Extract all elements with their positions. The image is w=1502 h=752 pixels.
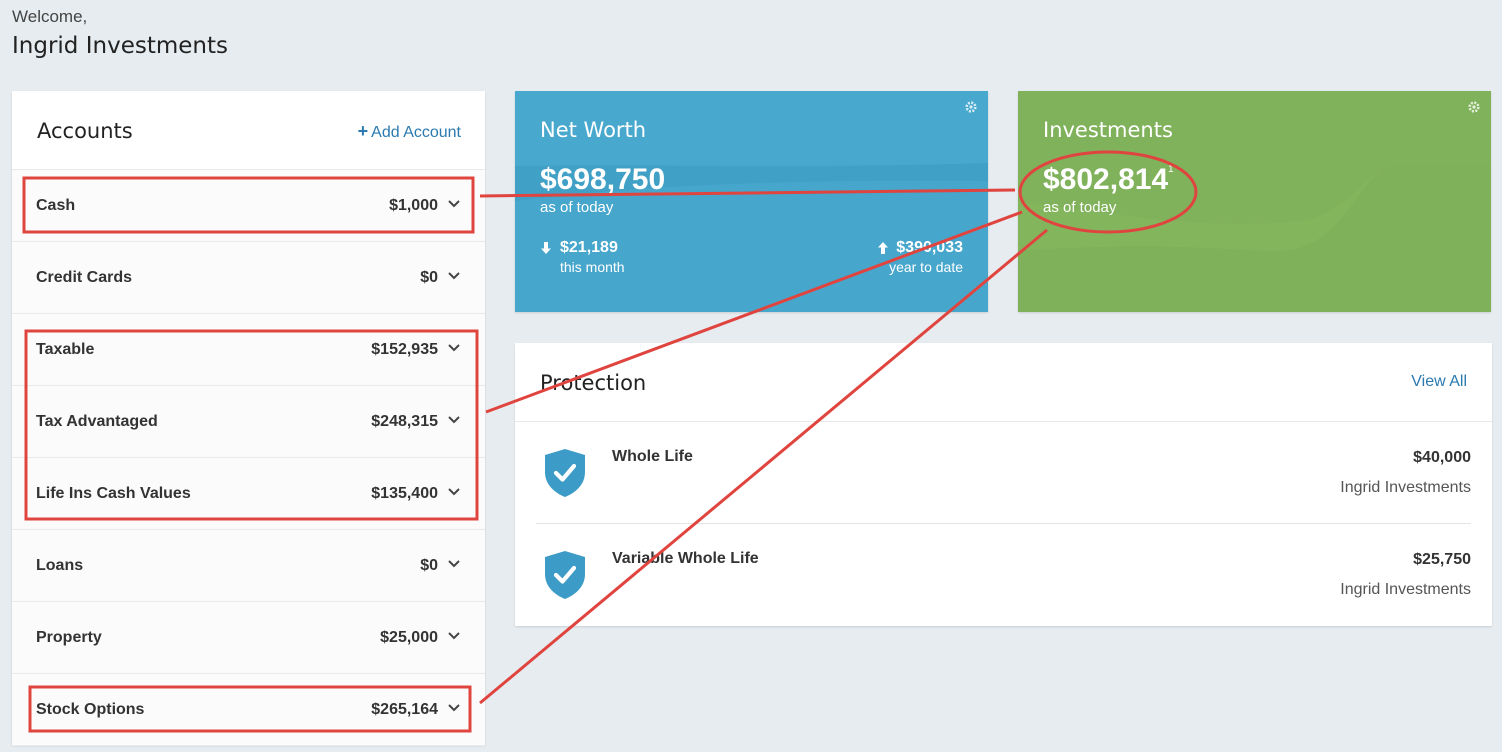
- user-name: Ingrid Investments: [12, 33, 228, 59]
- add-account-button[interactable]: + Add Account: [358, 121, 461, 142]
- policy-row[interactable]: Whole Life $40,000 Ingrid Investments: [536, 422, 1471, 523]
- accounts-panel: Accounts + Add Account Cash $1,000 Credit C…: [12, 91, 485, 746]
- net-worth-as-of: as of today: [540, 199, 614, 216]
- view-all-link[interactable]: View All: [1411, 373, 1467, 390]
- chevron-down-icon[interactable]: [447, 338, 461, 358]
- accounts-title: Accounts: [37, 119, 133, 143]
- accounts-header: Accounts + Add Account: [12, 91, 485, 170]
- ytd-change: $390,033: [896, 239, 963, 256]
- account-amount: $0: [420, 269, 438, 286]
- investments-card[interactable]: Investments $802,814 1 as of today: [1018, 91, 1491, 312]
- account-row-property[interactable]: Property $25,000: [12, 602, 485, 674]
- net-worth-card[interactable]: Net Worth $698,750 as of today $21,189 t…: [515, 91, 988, 312]
- arrow-down-icon: [541, 242, 551, 254]
- account-label: Credit Cards: [36, 269, 133, 286]
- policy-name[interactable]: Variable Whole Life: [612, 550, 759, 567]
- chevron-down-icon[interactable]: [447, 482, 461, 502]
- account-label: Stock Options: [36, 701, 145, 718]
- account-label: Property: [36, 629, 102, 646]
- chevron-down-icon[interactable]: [447, 698, 461, 718]
- account-row-life-ins-cash-values[interactable]: Life Ins Cash Values $135,400: [12, 458, 485, 530]
- gear-icon[interactable]: [1467, 100, 1481, 114]
- investments-title: Investments: [1043, 118, 1173, 142]
- policy-owner: Ingrid Investments: [1340, 581, 1471, 598]
- account-row-taxable[interactable]: Taxable $152,935: [12, 314, 485, 386]
- shield-check-icon: [545, 551, 585, 599]
- account-amount: $248,315: [371, 413, 438, 430]
- investments-area-chart: [1018, 165, 1491, 312]
- plus-icon: +: [357, 121, 369, 141]
- account-label: Tax Advantaged: [36, 413, 158, 430]
- account-row-loans[interactable]: Loans $0: [12, 530, 485, 602]
- chevron-down-icon[interactable]: [447, 410, 461, 430]
- chevron-down-icon[interactable]: [447, 626, 461, 646]
- month-change: $21,189: [560, 239, 618, 256]
- chevron-down-icon[interactable]: [447, 266, 461, 286]
- chevron-down-icon[interactable]: [447, 194, 461, 214]
- policy-name[interactable]: Whole Life: [612, 448, 693, 465]
- policy-amount: $40,000: [1413, 449, 1471, 466]
- ytd-label: year to date: [889, 259, 963, 275]
- net-worth-amount: $698,750: [540, 163, 666, 196]
- account-row-cash[interactable]: Cash $1,000: [12, 170, 485, 242]
- account-label: Taxable: [36, 341, 95, 358]
- protection-header: Protection View All: [515, 343, 1492, 422]
- account-row-tax-advantaged[interactable]: Tax Advantaged $248,315: [12, 386, 485, 458]
- account-amount: $0: [420, 557, 438, 574]
- arrow-up-icon: [878, 242, 888, 254]
- month-label: this month: [560, 259, 625, 275]
- net-worth-title: Net Worth: [540, 118, 647, 142]
- protection-panel: Protection View All Whole Life $40,000 Ing…: [515, 343, 1492, 626]
- policy-row[interactable]: Variable Whole Life $25,750 Ingrid Investm…: [536, 523, 1471, 624]
- account-amount: $135,400: [371, 485, 438, 502]
- account-amount: $1,000: [389, 197, 438, 214]
- investments-footnote: 1: [1168, 164, 1174, 175]
- chevron-down-icon[interactable]: [447, 554, 461, 574]
- account-row-credit-cards[interactable]: Credit Cards $0: [12, 242, 485, 314]
- account-label: Cash: [36, 197, 76, 214]
- investments-as-of: as of today: [1043, 199, 1117, 216]
- policy-owner: Ingrid Investments: [1340, 479, 1471, 496]
- gear-icon[interactable]: [964, 100, 978, 114]
- add-account-label: Add Account: [371, 124, 461, 141]
- shield-check-icon: [545, 449, 585, 497]
- account-label: Loans: [36, 557, 84, 574]
- account-label: Life Ins Cash Values: [36, 485, 191, 502]
- investments-amount: $802,814: [1043, 163, 1169, 196]
- policy-amount: $25,750: [1413, 551, 1471, 568]
- account-amount: $265,164: [371, 701, 438, 718]
- protection-title: Protection: [540, 371, 647, 395]
- account-amount: $152,935: [371, 341, 438, 358]
- account-row-stock-options[interactable]: Stock Options $265,164: [12, 674, 485, 746]
- account-amount: $25,000: [380, 629, 438, 646]
- welcome-text: Welcome,: [12, 7, 88, 26]
